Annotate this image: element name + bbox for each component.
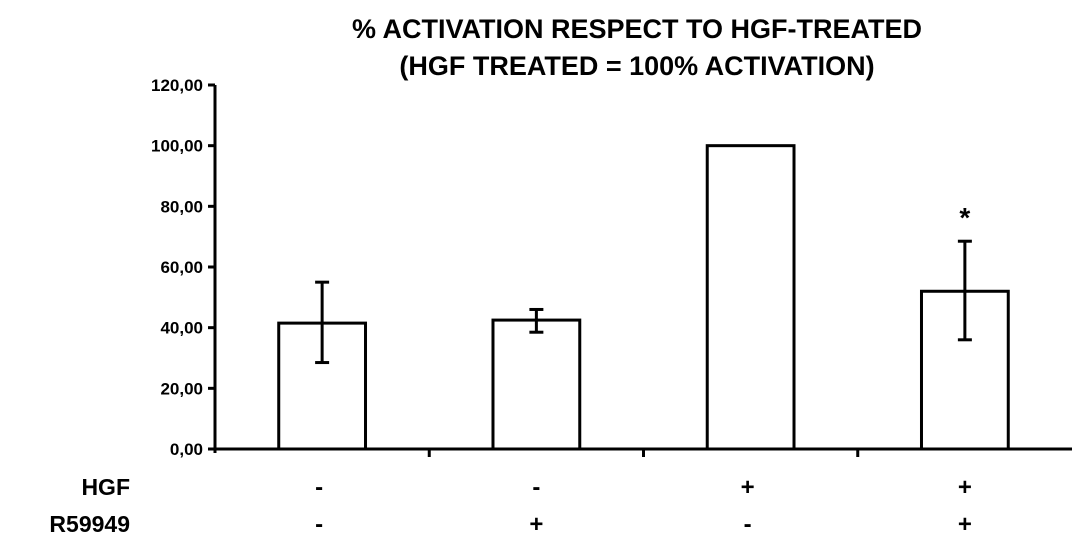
- treatment-sign: -: [315, 474, 323, 501]
- bar: [705, 144, 796, 451]
- y-tick-label: 120,00: [151, 76, 203, 95]
- y-tick-label: 40,00: [160, 319, 203, 338]
- chart-title-line-1: % ACTIVATION RESPECT TO HGF-TREATED: [352, 14, 922, 44]
- y-tick-label: 100,00: [151, 137, 203, 156]
- y-tick-label: 0,00: [170, 440, 203, 459]
- treatment-sign: +: [958, 474, 972, 501]
- y-tick-label: 80,00: [160, 197, 203, 216]
- treatment-sign: +: [529, 511, 543, 538]
- y-tick-label: 60,00: [160, 258, 203, 277]
- significance-mark: *: [959, 202, 970, 233]
- treatment-sign: -: [532, 474, 540, 501]
- treatment-sign: -: [744, 511, 752, 538]
- error-bars: [315, 239, 972, 365]
- treatment-table: HGF - - + + R59949 - + - +: [49, 474, 971, 538]
- y-axis: 0,00 20,00 40,00 60,00 80,00 100,00 120,00: [151, 76, 217, 459]
- treatment-sign: +: [958, 511, 972, 538]
- treatment-sign: -: [315, 511, 323, 538]
- bar: [491, 318, 582, 451]
- treatment-row-label: R59949: [49, 511, 130, 537]
- treatment-row-label: HGF: [81, 474, 130, 500]
- bars: [277, 144, 1010, 451]
- annotations: *: [959, 202, 970, 233]
- treatment-sign: +: [741, 474, 755, 501]
- chart-title-line-2: (HGF TREATED = 100% ACTIVATION): [399, 51, 874, 81]
- y-tick-label: 20,00: [160, 379, 203, 398]
